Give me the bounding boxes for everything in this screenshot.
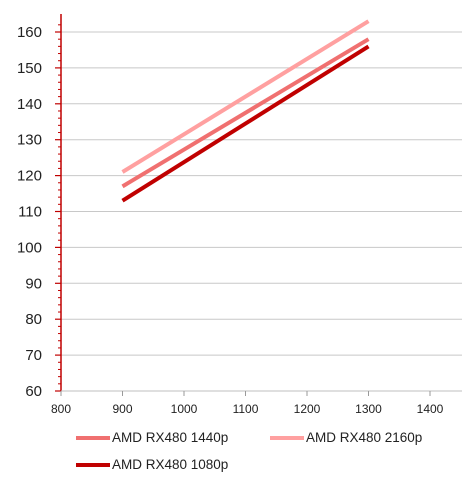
y-tick-label-110: 110 xyxy=(18,204,42,221)
y-tick-label-90: 90 xyxy=(25,275,42,292)
y-tick-label-80: 80 xyxy=(25,311,42,328)
series-line-1 xyxy=(121,19,370,174)
x-tick-label-800: 800 xyxy=(51,402,71,416)
x-tick-label-900: 900 xyxy=(112,402,132,416)
y-tick-label-120: 120 xyxy=(17,168,42,185)
x-tick-label-1400: 1400 xyxy=(417,402,444,416)
y-tick-label-60: 60 xyxy=(25,383,42,400)
series-line-0 xyxy=(121,37,370,189)
y-axis-ticks: 60 70 80 90 100 110 120 130 140 150 160 xyxy=(17,24,61,400)
y-tick-label-150: 150 xyxy=(17,60,42,77)
x-axis-ticks: 800 900 1000 1100 1200 1300 1400 xyxy=(51,391,444,416)
y-tick-label-70: 70 xyxy=(25,347,42,364)
x-tick-label-1300: 1300 xyxy=(355,402,382,416)
y-tick-label-140: 140 xyxy=(17,96,42,113)
x-tick-label-1000: 1000 xyxy=(171,402,198,416)
series-line-2 xyxy=(121,44,370,203)
axes xyxy=(60,14,462,392)
series-lines xyxy=(121,19,370,203)
gridlines xyxy=(61,31,462,356)
x-tick-label-1100: 1100 xyxy=(233,402,259,416)
y-tick-label-100: 100 xyxy=(17,239,42,256)
y-tick-label-160: 160 xyxy=(17,24,42,41)
x-tick-label-1200: 1200 xyxy=(294,402,321,416)
y-tick-label-130: 130 xyxy=(17,132,42,149)
